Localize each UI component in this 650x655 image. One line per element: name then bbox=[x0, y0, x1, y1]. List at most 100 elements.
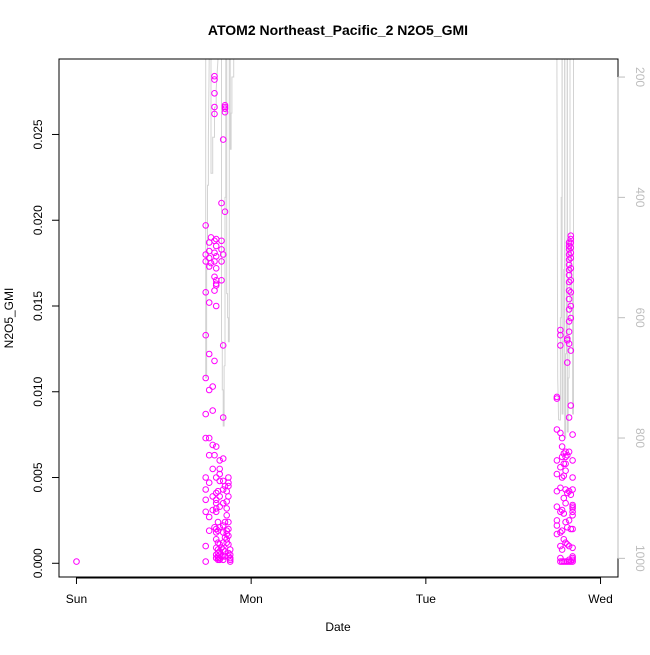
data-point bbox=[218, 237, 225, 245]
data-point bbox=[565, 556, 573, 564]
data-point bbox=[212, 242, 220, 250]
data-point bbox=[212, 265, 220, 272]
data-point bbox=[225, 482, 232, 490]
plot-frame bbox=[58, 58, 619, 578]
data-point bbox=[558, 443, 566, 450]
data-point bbox=[202, 222, 209, 229]
data-point bbox=[553, 530, 561, 538]
data-point bbox=[216, 457, 223, 464]
data-point bbox=[558, 474, 566, 481]
data-point bbox=[219, 455, 227, 462]
data-point bbox=[218, 258, 225, 265]
x-axis: Sun Mon Tue Wed bbox=[66, 577, 613, 606]
chart-title: ATOM2 Northeast_Pacific_2 N2O5_GMI bbox=[208, 22, 468, 38]
data-point bbox=[202, 289, 209, 296]
data-point bbox=[225, 493, 232, 500]
data-point bbox=[216, 503, 223, 511]
data-point bbox=[223, 505, 230, 512]
data-point bbox=[567, 277, 575, 284]
data-point bbox=[226, 556, 234, 564]
data-point bbox=[567, 525, 575, 533]
data-point bbox=[212, 508, 220, 516]
data-point bbox=[553, 457, 561, 464]
y-tick-label: 0.000 bbox=[31, 548, 45, 578]
y2-axis: 200 400 600 800 1000 bbox=[617, 67, 647, 572]
data-point bbox=[558, 506, 566, 514]
data-point bbox=[567, 254, 575, 262]
data-point bbox=[553, 517, 561, 524]
data-point bbox=[567, 235, 575, 243]
data-point bbox=[211, 249, 218, 257]
data-point bbox=[212, 529, 220, 536]
data-point bbox=[225, 518, 232, 526]
x-tick-label: Wed bbox=[588, 592, 612, 606]
data-point bbox=[560, 536, 568, 543]
data-point bbox=[223, 539, 230, 547]
data-point bbox=[557, 554, 564, 562]
data-point bbox=[558, 546, 566, 553]
x-tick-label: Mon bbox=[239, 592, 262, 606]
data-point bbox=[562, 448, 569, 456]
data-point bbox=[205, 479, 213, 487]
profile-line-6 bbox=[556, 58, 560, 421]
data-point bbox=[211, 90, 218, 97]
data-point bbox=[565, 328, 573, 336]
data-point bbox=[567, 314, 575, 322]
data-point bbox=[212, 282, 220, 289]
data-point bbox=[569, 558, 576, 565]
data-point bbox=[202, 434, 209, 442]
data-point bbox=[567, 289, 575, 296]
data-point bbox=[564, 359, 571, 366]
data-point bbox=[218, 199, 225, 207]
data-point bbox=[209, 407, 216, 414]
data-point bbox=[565, 414, 573, 421]
data-point bbox=[211, 357, 218, 365]
data-point bbox=[569, 505, 576, 512]
data-point bbox=[219, 251, 227, 258]
data-point bbox=[211, 76, 218, 83]
data-point bbox=[562, 486, 569, 493]
data-point bbox=[565, 318, 573, 325]
data-point bbox=[209, 465, 216, 473]
data-point bbox=[205, 299, 213, 306]
data-point bbox=[225, 479, 232, 487]
data-point bbox=[205, 527, 213, 535]
data-point bbox=[567, 302, 575, 310]
profile-line-3 bbox=[224, 59, 227, 367]
data-point bbox=[557, 508, 564, 516]
data-point bbox=[212, 474, 220, 481]
data-point bbox=[205, 263, 213, 270]
data-point bbox=[565, 242, 573, 250]
data-point bbox=[553, 470, 561, 478]
data-point bbox=[211, 72, 218, 80]
data-point bbox=[202, 496, 209, 504]
data-point bbox=[564, 337, 571, 344]
data-point bbox=[216, 493, 223, 500]
data-point bbox=[557, 331, 564, 339]
data-point bbox=[567, 232, 575, 239]
data-point bbox=[216, 524, 223, 531]
data-point bbox=[225, 525, 232, 533]
data-point bbox=[557, 542, 564, 550]
data-point bbox=[202, 374, 209, 382]
data-point bbox=[211, 273, 218, 281]
data-point bbox=[205, 513, 213, 521]
data-point bbox=[202, 542, 209, 550]
data-point bbox=[569, 508, 576, 516]
data-point bbox=[226, 558, 234, 565]
data-point bbox=[565, 278, 573, 286]
data-point bbox=[562, 499, 569, 507]
data-point bbox=[564, 489, 571, 497]
data-point bbox=[212, 525, 220, 533]
data-point bbox=[202, 410, 209, 418]
data-point bbox=[223, 512, 230, 519]
data-point bbox=[219, 522, 227, 529]
data-point bbox=[557, 529, 564, 536]
data-point bbox=[221, 105, 229, 112]
data-point bbox=[212, 443, 220, 450]
data-point bbox=[565, 256, 573, 264]
data-point bbox=[562, 467, 569, 475]
data-point bbox=[202, 486, 209, 493]
